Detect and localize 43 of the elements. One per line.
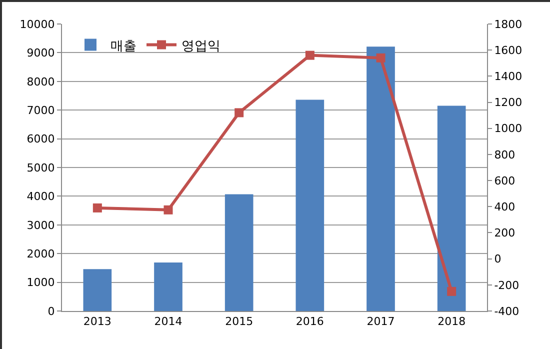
point (92, 203, 102, 212)
y-tick-label: 10000 (20, 18, 55, 31)
y-tick-label: 6000 (26, 132, 55, 146)
y-tick-label: 2000 (26, 247, 55, 260)
point (376, 53, 386, 62)
x-tick-label: 2013 (83, 315, 112, 328)
point (305, 50, 314, 60)
y-tick-label: 7000 (26, 104, 55, 117)
y2-tick-label: -400 (494, 304, 520, 318)
y2-tick-label: 200 (494, 226, 516, 240)
point (234, 108, 244, 118)
y-tick-label: 4000 (26, 190, 55, 204)
y2-tick-label: 1800 (494, 18, 522, 31)
y-tick-label: 1000 (26, 276, 55, 290)
y2-tick-label: 400 (494, 200, 516, 214)
y2-tick-label: 1400 (494, 70, 522, 84)
y-tick-label: 3000 (26, 218, 55, 232)
x-tick-label: 2014 (154, 315, 182, 328)
point (164, 205, 173, 214)
x-tick-label: 2018 (438, 315, 466, 328)
bar (296, 100, 324, 311)
bar (437, 106, 466, 311)
y-tick-label: 8000 (26, 75, 55, 88)
bar (224, 194, 254, 311)
y2-tick-label: 0 (494, 252, 502, 266)
y-tick-label: 5000 (26, 161, 55, 174)
bar (83, 269, 112, 311)
y2-tick-label: 600 (494, 174, 516, 188)
legend-label: 영업익 (182, 38, 220, 54)
bar (154, 262, 182, 311)
x-tick-label: 2015 (225, 315, 254, 328)
y2-tick-label: -200 (494, 278, 520, 292)
legend-label: 매출 (110, 38, 136, 54)
x-tick-label: 2017 (366, 315, 395, 328)
bar (366, 46, 395, 311)
y2-tick-label: 1000 (494, 122, 522, 136)
y2-tick-label: 800 (494, 148, 516, 162)
x-tick-label: 2016 (296, 315, 324, 328)
y-tick-label: 0 (48, 304, 55, 318)
y2-tick-label: 1600 (494, 44, 522, 57)
point (447, 286, 456, 296)
y2-tick-label: 1200 (494, 96, 522, 110)
y-tick-label: 9000 (26, 46, 55, 60)
